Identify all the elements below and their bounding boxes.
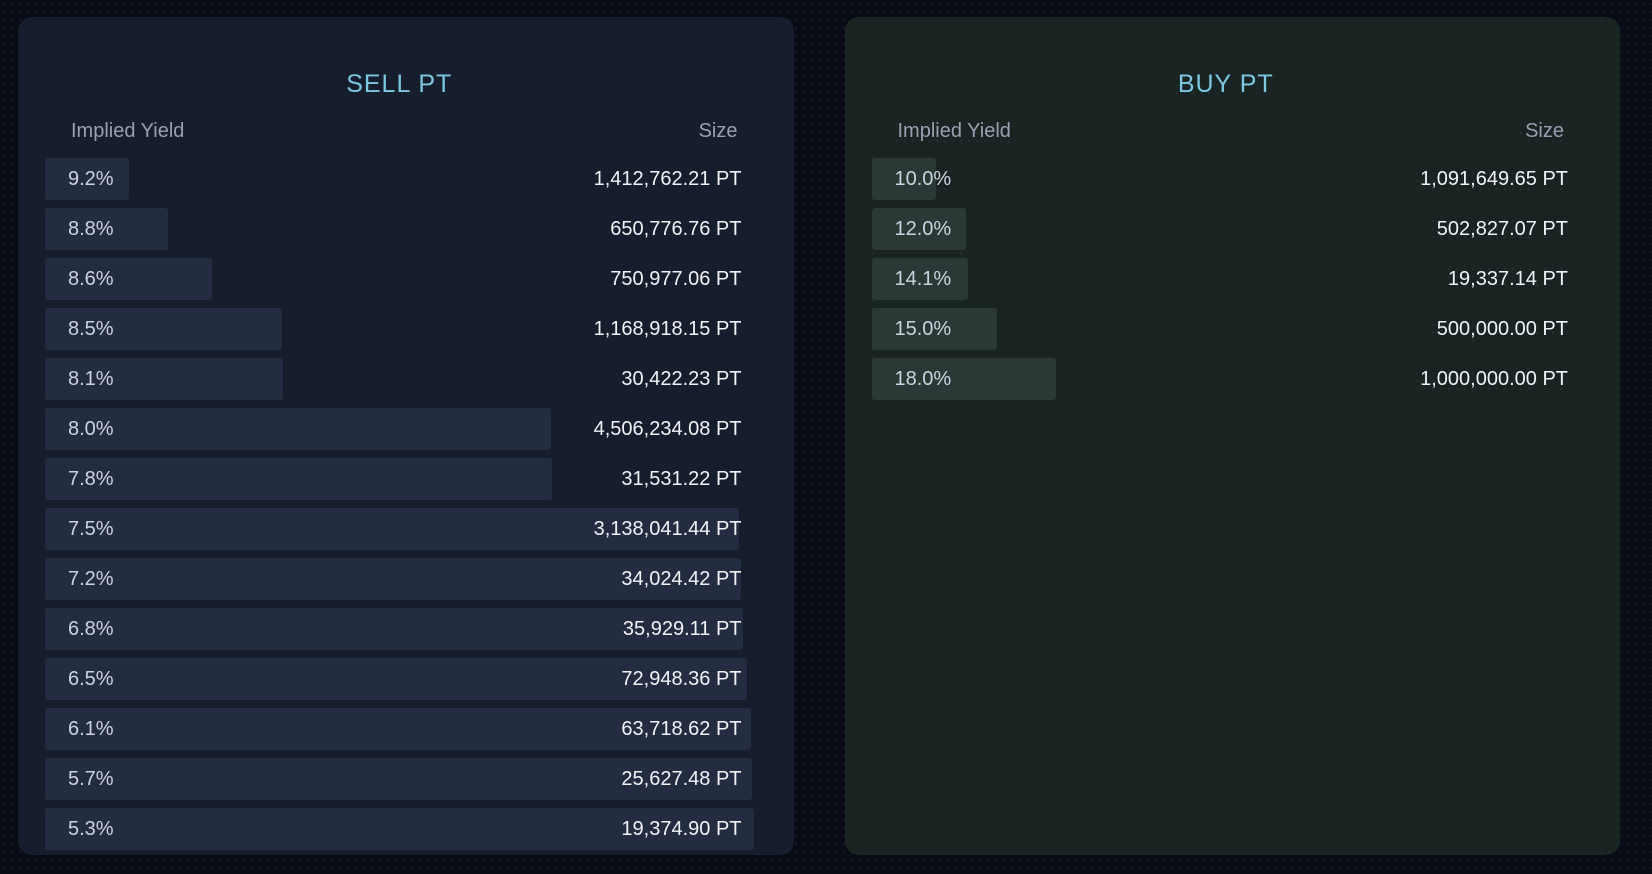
depth-bar — [871, 157, 936, 200]
depth-bar — [45, 457, 553, 500]
buy-pt-panel: BUY PT Implied Yield Size 10.0% 1,091,64… — [844, 17, 1620, 855]
yield-label: 8.8% — [68, 217, 114, 240]
yield-label: 18.0% — [894, 367, 952, 390]
size-value: 35,929.11 PT — [622, 617, 742, 640]
orderbook-row[interactable]: 12.0% 502,827.07 PT — [871, 207, 1581, 250]
size-value: 750,977.06 PT — [610, 267, 742, 290]
depth-bar — [871, 357, 1057, 400]
yield-label: 8.1% — [68, 367, 114, 390]
size-value: 25,627.48 PT — [621, 767, 742, 790]
size-value: 650,776.76 PT — [610, 217, 742, 240]
yield-label: 7.8% — [68, 467, 114, 490]
depth-bar — [45, 557, 741, 600]
depth-bar — [45, 407, 551, 450]
orderbook-row[interactable]: 9.2% 1,412,762.21 PT — [45, 157, 754, 200]
size-value: 30,422.23 PT — [621, 367, 742, 390]
size-value: 19,337.14 PT — [1447, 267, 1568, 290]
orderbook-row[interactable]: 7.2% 34,024.42 PT — [45, 557, 754, 600]
buy-orderbook-rows: 10.0% 1,091,649.65 PT 12.0% 502,827.07 P… — [871, 157, 1581, 400]
size-value: 63,718.62 PT — [621, 717, 742, 740]
size-value: 4,506,234.08 PT — [593, 417, 742, 440]
size-value: 1,000,000.00 PT — [1420, 367, 1568, 390]
sell-orderbook-rows: 9.2% 1,412,762.21 PT 8.8% 650,776.76 PT … — [45, 157, 754, 850]
buy-panel-title: BUY PT — [1177, 69, 1274, 98]
depth-bar — [45, 357, 284, 400]
yield-label: 14.1% — [894, 267, 952, 290]
orderbook-row[interactable]: 14.1% 19,337.14 PT — [871, 257, 1581, 300]
orderbook-row[interactable]: 6.8% 35,929.11 PT — [45, 607, 754, 650]
depth-bar — [45, 507, 739, 550]
depth-bar — [45, 207, 168, 250]
orderbook-row[interactable]: 8.5% 1,168,918.15 PT — [45, 307, 754, 350]
size-value: 19,374.90 PT — [621, 817, 742, 840]
depth-bar — [871, 307, 997, 350]
depth-bar — [45, 607, 743, 650]
size-value: 500,000.00 PT — [1436, 317, 1568, 340]
yield-label: 12.0% — [894, 217, 952, 240]
yield-label: 8.5% — [68, 317, 114, 340]
depth-bar — [45, 807, 754, 850]
yield-label: 8.0% — [68, 417, 114, 440]
yield-label: 8.6% — [68, 267, 114, 290]
size-value: 31,531.22 PT — [621, 467, 742, 490]
orderbook-row[interactable]: 5.3% 19,374.90 PT — [45, 807, 754, 850]
depth-bar — [45, 757, 753, 800]
depth-bar — [45, 707, 751, 750]
orderbook-row[interactable]: 8.8% 650,776.76 PT — [45, 207, 754, 250]
column-header-size: Size — [1525, 119, 1564, 142]
size-value: 502,827.07 PT — [1436, 217, 1568, 240]
yield-label: 15.0% — [894, 317, 952, 340]
column-header-implied-yield: Implied Yield — [897, 119, 1011, 142]
yield-label: 6.5% — [68, 667, 114, 690]
yield-label: 5.7% — [68, 767, 114, 790]
size-value: 1,091,649.65 PT — [1420, 167, 1568, 190]
size-value: 34,024.42 PT — [621, 567, 742, 590]
yield-label: 6.8% — [68, 617, 114, 640]
depth-bar — [45, 657, 748, 700]
yield-label: 9.2% — [68, 167, 114, 190]
orderbook-row[interactable]: 6.5% 72,948.36 PT — [45, 657, 754, 700]
size-value: 1,412,762.21 PT — [593, 167, 742, 190]
depth-bar — [45, 307, 282, 350]
orderbook-row[interactable]: 7.5% 3,138,041.44 PT — [45, 507, 754, 550]
yield-label: 10.0% — [894, 167, 952, 190]
column-header-implied-yield: Implied Yield — [71, 119, 185, 142]
depth-bar — [45, 257, 213, 300]
column-header-size: Size — [698, 119, 738, 142]
sell-panel-title: SELL PT — [346, 69, 453, 98]
depth-bar — [871, 257, 968, 300]
orderbook-row[interactable]: 5.7% 25,627.48 PT — [45, 757, 754, 800]
sell-column-headers: Implied Yield Size — [45, 120, 754, 143]
orderbook-row[interactable]: 10.0% 1,091,649.65 PT — [871, 157, 1581, 200]
orderbook-row[interactable]: 8.6% 750,977.06 PT — [45, 257, 754, 300]
size-value: 1,168,918.15 PT — [593, 317, 742, 340]
orderbook-panels: SELL PT Implied Yield Size 9.2% 1,412,76… — [18, 17, 1620, 855]
orderbook-row[interactable]: 8.0% 4,506,234.08 PT — [45, 407, 754, 450]
orderbook-row[interactable]: 8.1% 30,422.23 PT — [45, 357, 754, 400]
yield-label: 5.3% — [68, 817, 114, 840]
size-value: 3,138,041.44 PT — [593, 517, 742, 540]
sell-pt-panel: SELL PT Implied Yield Size 9.2% 1,412,76… — [18, 17, 794, 855]
depth-bar — [45, 157, 129, 200]
yield-label: 7.5% — [68, 517, 114, 540]
depth-bar — [871, 207, 967, 250]
orderbook-row[interactable]: 15.0% 500,000.00 PT — [871, 307, 1581, 350]
yield-label: 6.1% — [68, 717, 114, 740]
size-value: 72,948.36 PT — [621, 667, 742, 690]
orderbook-row[interactable]: 6.1% 63,718.62 PT — [45, 707, 754, 750]
orderbook-row[interactable]: 7.8% 31,531.22 PT — [45, 457, 754, 500]
buy-column-headers: Implied Yield Size — [872, 120, 1581, 143]
yield-label: 7.2% — [68, 567, 114, 590]
orderbook-row[interactable]: 18.0% 1,000,000.00 PT — [871, 357, 1581, 400]
